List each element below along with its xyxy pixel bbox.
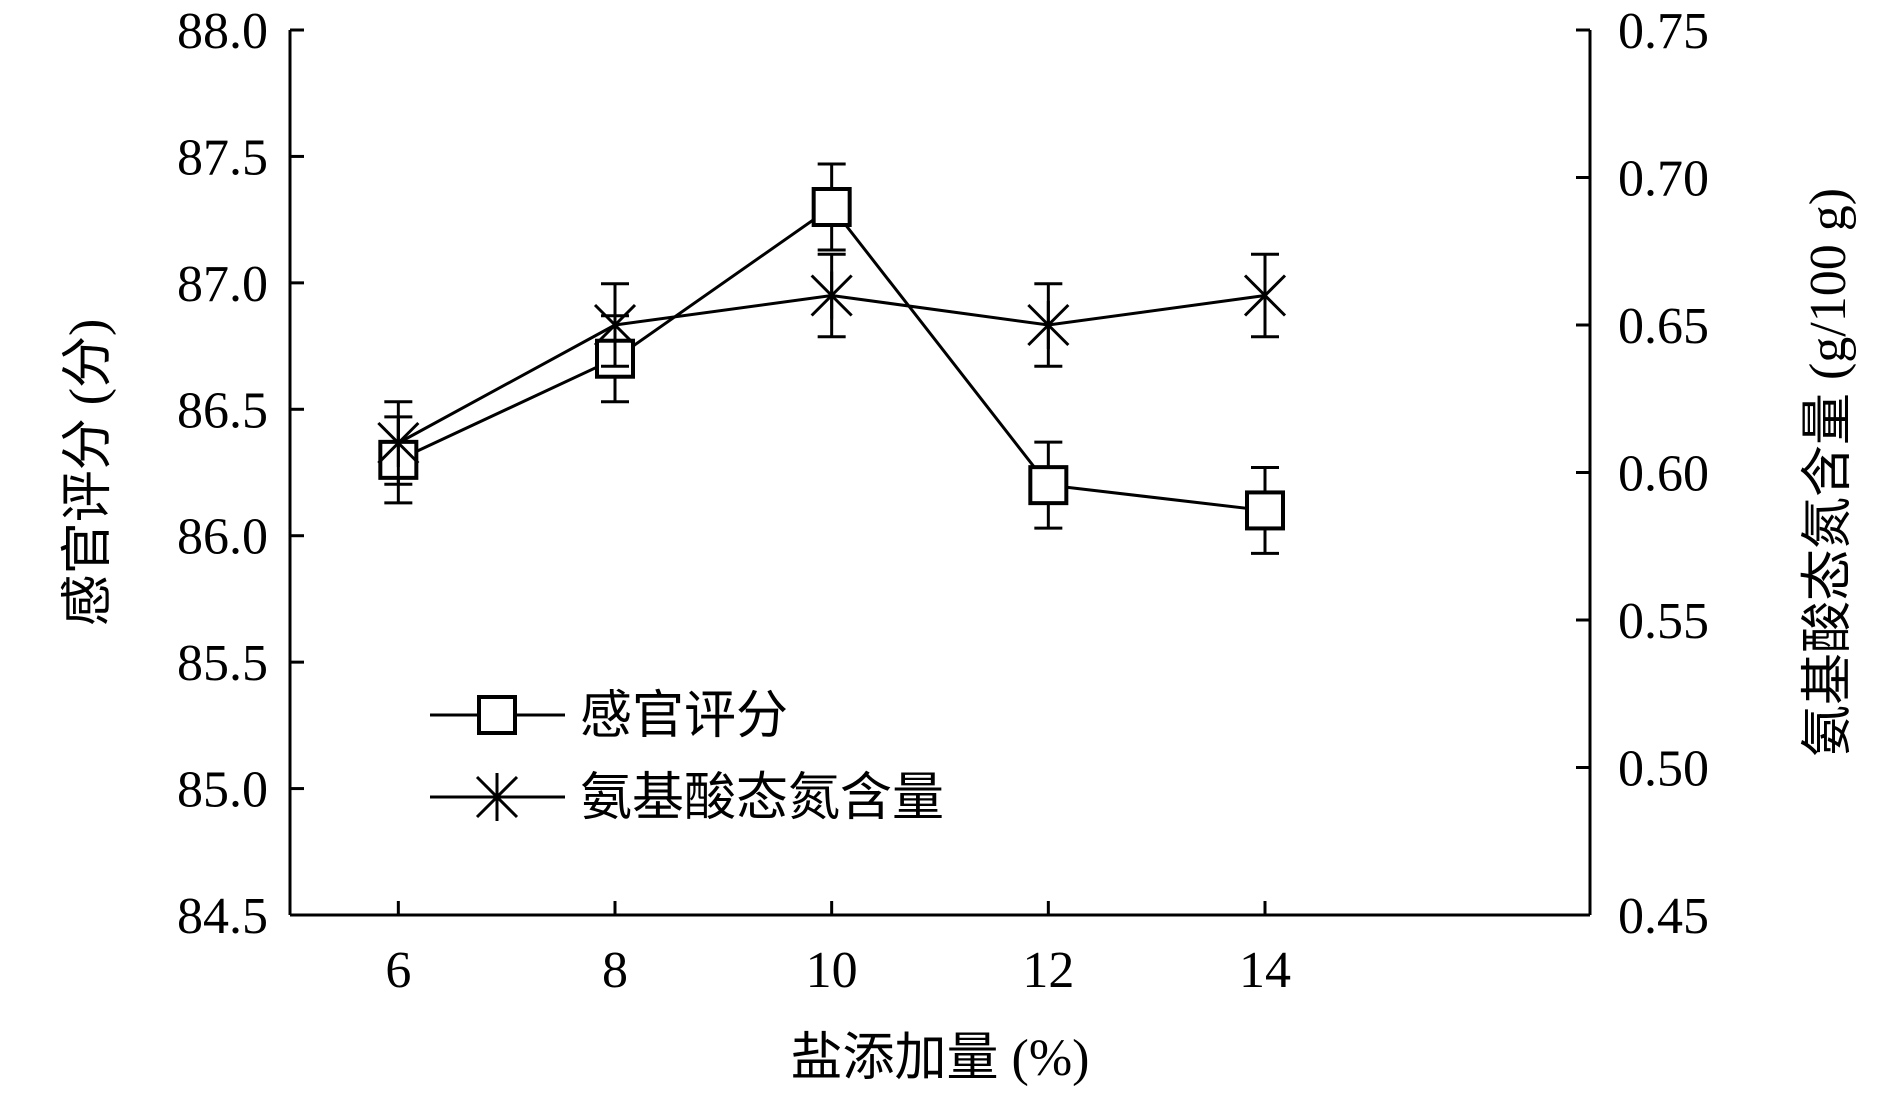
x-axis-title: 盐添加量 (%) [791, 1030, 1090, 1087]
legend-label: 感官评分 [580, 688, 788, 745]
data-point-star [1027, 301, 1070, 349]
y-left-tick-label: 88.0 [177, 3, 268, 60]
series-2 [377, 252, 1287, 486]
y-left-tick-label: 86.0 [177, 509, 268, 566]
y-right-tick-label: 0.60 [1618, 446, 1709, 503]
y-right-tick-label: 0.70 [1618, 151, 1709, 208]
y-left-tick-label: 86.5 [177, 382, 268, 439]
y-right-tick-label: 0.45 [1618, 888, 1709, 945]
y-right-tick-label: 0.55 [1618, 593, 1709, 650]
y-left-tick-label: 87.5 [177, 129, 268, 186]
data-point-square [811, 187, 852, 227]
legend-marker-square [477, 695, 517, 735]
x-tick-label: 12 [1022, 942, 1074, 999]
y-axis-right-title: 氨基酸态氮含量 (g/100 g) [1800, 188, 1857, 757]
axes: 6 8 10 12 14 84.5 85.0 85.5 86.0 86.5 87.0 87.5 88.0… [177, 3, 1709, 999]
y-left-tick-label: 84.5 [177, 888, 268, 945]
legend-item: 感官评分 [430, 688, 788, 745]
series-line [397, 204, 1266, 512]
y-left-tick-label: 85.5 [177, 635, 268, 692]
y-right-tick-label: 0.75 [1618, 3, 1709, 60]
data-point-star [377, 419, 420, 467]
x-tick-label: 10 [806, 942, 858, 999]
x-tick-label: 6 [385, 942, 411, 999]
data-point-star [810, 271, 853, 320]
data-point-square [1028, 465, 1069, 506]
legend-marker-star [475, 773, 519, 821]
data-point-square [1245, 490, 1285, 531]
y-left-tick-label: 85.0 [177, 762, 268, 819]
data-point-star [593, 301, 637, 349]
series-layer [377, 162, 1287, 555]
legend-label: 氨基酸态氮含量 [580, 770, 944, 827]
y-axis-left-title: 感官评分 (分) [60, 319, 117, 627]
y-left-tick-label: 87.0 [177, 256, 268, 313]
x-tick-label: 8 [602, 942, 628, 999]
series-1 [378, 162, 1285, 555]
data-point-star [1243, 271, 1287, 320]
x-tick-label: 14 [1239, 942, 1291, 999]
y-right-tick-label: 0.50 [1618, 741, 1709, 798]
legend-item: 氨基酸态氮含量 [430, 770, 944, 827]
y-right-tick-label: 0.65 [1618, 298, 1709, 355]
